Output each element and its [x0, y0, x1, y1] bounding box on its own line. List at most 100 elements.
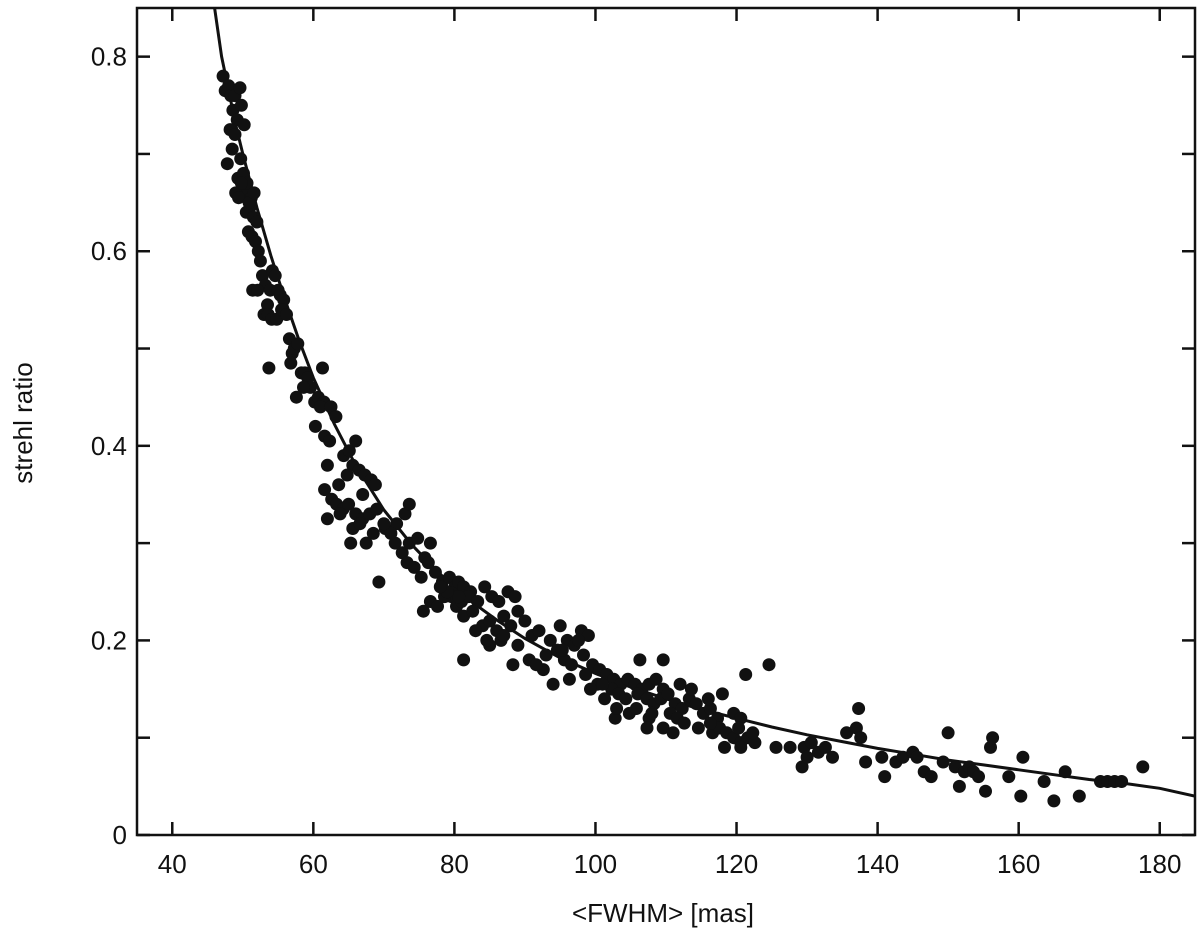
data-point [941, 726, 955, 740]
data-point [910, 750, 924, 764]
data-point [584, 682, 597, 696]
data-point [323, 434, 337, 448]
y-tick-label: 0 [113, 820, 127, 850]
data-point [416, 604, 430, 618]
plot-frame [135, 6, 1197, 837]
data-point [414, 570, 428, 584]
x-axis-title: <FWHM> [mas] [572, 898, 754, 928]
data-point [986, 731, 1000, 745]
data-point [411, 531, 425, 545]
data-point [804, 736, 818, 750]
data-point [262, 361, 276, 375]
data-point [543, 633, 557, 647]
data-point [480, 633, 494, 647]
data-point [356, 488, 370, 501]
data-point [284, 356, 298, 370]
data-point [579, 668, 593, 681]
data-point [466, 604, 480, 618]
data-point [428, 565, 442, 579]
data-point [684, 682, 698, 696]
data-point [277, 293, 291, 307]
data-point [216, 69, 230, 83]
data-point [340, 468, 354, 482]
data-point [715, 687, 729, 701]
data-point [234, 98, 248, 112]
data-point [732, 721, 746, 735]
data-point [234, 176, 248, 190]
data-point [242, 196, 256, 210]
data-point [261, 298, 274, 312]
data-point [666, 726, 680, 740]
data-point [1115, 775, 1129, 788]
data-point [483, 614, 497, 628]
data-point [734, 711, 748, 725]
data-point [596, 677, 609, 691]
data-point [320, 458, 334, 472]
data-point [1058, 765, 1072, 779]
data-point [234, 152, 248, 166]
data-point [852, 702, 866, 715]
data-point [739, 668, 753, 681]
data-point [673, 677, 687, 691]
data-point [280, 308, 293, 321]
data-point [508, 590, 522, 604]
data-point [619, 692, 633, 706]
data-point [572, 633, 585, 647]
data-point [701, 692, 715, 706]
data-point [228, 128, 242, 141]
data-point [532, 624, 546, 638]
data-point [233, 81, 247, 95]
data-point [1072, 789, 1086, 803]
data-point [661, 687, 675, 701]
data-point [377, 517, 391, 531]
data-point [1047, 794, 1061, 808]
x-tick-label: 180 [1138, 849, 1181, 879]
data-point [629, 702, 643, 715]
data-point [390, 517, 404, 531]
data-point [818, 740, 832, 754]
data-point [478, 580, 492, 594]
data-point [656, 721, 670, 735]
data-point [675, 702, 689, 715]
data-point [800, 750, 814, 764]
data-point [984, 740, 997, 754]
data-point [329, 410, 343, 424]
data-point [344, 536, 358, 550]
data-point [734, 740, 748, 754]
data-point [320, 512, 334, 526]
data-point [936, 755, 950, 769]
data-point [577, 648, 590, 662]
data-point [924, 770, 938, 784]
data-points [216, 69, 1150, 808]
data-point [896, 750, 910, 764]
data-point [849, 721, 863, 735]
data-point [402, 497, 416, 511]
data-point [1014, 789, 1028, 803]
data-point [268, 269, 282, 283]
data-point [511, 638, 525, 652]
data-point [318, 483, 332, 497]
data-point [398, 507, 412, 521]
data-point [497, 609, 511, 623]
data-point [979, 784, 992, 798]
data-point [875, 750, 889, 764]
data-point [250, 215, 264, 229]
data-point [384, 526, 398, 540]
data-point [492, 595, 506, 608]
data-point [656, 653, 670, 667]
data-point [565, 658, 578, 672]
data-point [423, 536, 437, 550]
data-point [840, 726, 854, 740]
data-point [372, 575, 386, 589]
data-point [324, 400, 338, 414]
data-point [859, 755, 873, 769]
data-point [291, 337, 305, 351]
data-point [581, 629, 595, 642]
x-tick-label: 160 [997, 849, 1040, 879]
data-point [553, 619, 567, 633]
data-point [518, 614, 532, 628]
data-point [270, 312, 284, 326]
data-point [539, 648, 553, 662]
data-point [222, 79, 236, 93]
tick-labels: 40 60 80 100 120 140 160 180 0 0.2 0.4 0.6 0.8 [91, 42, 1182, 879]
